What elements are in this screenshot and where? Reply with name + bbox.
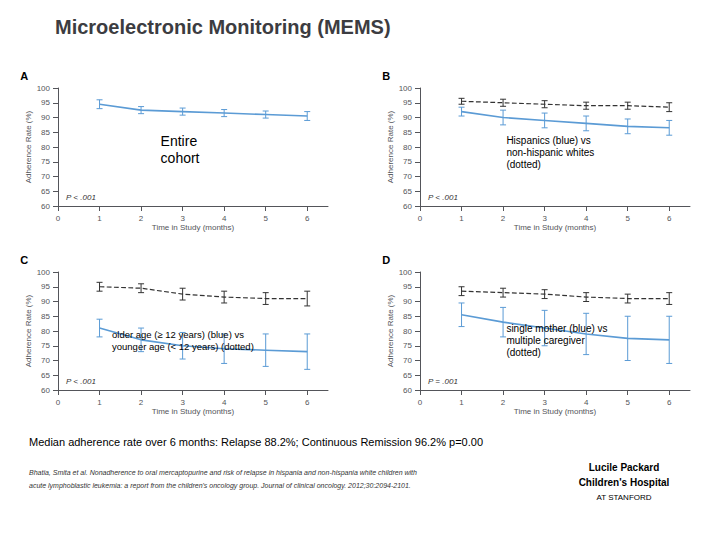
svg-text:5: 5 [625,214,630,223]
svg-text:75: 75 [41,157,50,166]
svg-text:85: 85 [403,128,412,137]
svg-text:Adherence Rate (%): Adherence Rate (%) [24,294,33,367]
svg-text:C: C [20,254,28,266]
svg-text:younger age (< 12 years) (dott: younger age (< 12 years) (dotted) [112,341,254,352]
svg-text:95: 95 [403,98,412,107]
svg-text:70: 70 [41,172,50,181]
svg-text:0: 0 [418,398,423,407]
svg-text:95: 95 [41,282,50,291]
svg-text:Time in Study (months): Time in Study (months) [514,407,597,416]
svg-text:Time in Study (months): Time in Study (months) [514,223,597,232]
svg-text:6: 6 [667,214,672,223]
svg-text:cohort: cohort [161,150,200,166]
svg-text:P = .001: P = .001 [428,377,458,386]
svg-text:100: 100 [37,268,51,277]
svg-text:(dotted): (dotted) [506,347,540,358]
svg-text:60: 60 [41,202,50,211]
svg-text:non-hispanic whites: non-hispanic whites [506,147,594,158]
svg-text:3: 3 [542,398,547,407]
svg-text:Median adherence rate over 6 m: Median adherence rate over 6 months: Rel… [29,436,483,448]
svg-text:Time in Study (months): Time in Study (months) [152,407,235,416]
svg-text:Lucile Packard: Lucile Packard [589,462,660,473]
svg-text:Adherence Rate (%): Adherence Rate (%) [386,294,395,367]
svg-text:80: 80 [403,143,412,152]
svg-text:6: 6 [305,398,310,407]
svg-text:2: 2 [501,214,506,223]
svg-text:60: 60 [403,202,412,211]
svg-text:Hispanics (blue) vs: Hispanics (blue) vs [506,135,590,146]
svg-text:70: 70 [403,172,412,181]
svg-text:Entire: Entire [161,133,198,149]
svg-text:older age (≥ 12 years) (blue): older age (≥ 12 years) (blue) vs [112,329,244,340]
svg-text:1: 1 [97,214,102,223]
svg-text:90: 90 [403,297,412,306]
svg-text:5: 5 [263,214,268,223]
svg-text:0: 0 [56,214,61,223]
svg-text:95: 95 [403,282,412,291]
svg-text:4: 4 [584,214,589,223]
svg-text:85: 85 [403,312,412,321]
svg-text:AT STANFORD: AT STANFORD [596,493,651,502]
svg-text:B: B [382,70,390,82]
svg-text:60: 60 [403,386,412,395]
svg-text:60: 60 [41,386,50,395]
svg-text:P < .001: P < .001 [66,193,96,202]
svg-text:P < .001: P < .001 [66,377,96,386]
svg-text:80: 80 [41,327,50,336]
svg-text:3: 3 [542,214,547,223]
svg-text:1: 1 [459,214,464,223]
svg-text:acute lymphoblastic leukemia:: acute lymphoblastic leukemia: a report f… [29,482,411,490]
svg-text:1: 1 [97,398,102,407]
svg-text:5: 5 [263,398,268,407]
svg-text:6: 6 [667,398,672,407]
svg-text:85: 85 [41,312,50,321]
svg-text:95: 95 [41,98,50,107]
svg-text:A: A [20,70,28,82]
svg-text:3: 3 [180,398,185,407]
svg-text:0: 0 [56,398,61,407]
svg-text:4: 4 [222,214,227,223]
svg-text:Bhatia, Smita et al. Nonadhere: Bhatia, Smita et al. Nonadherence to ora… [29,469,417,477]
svg-text:4: 4 [584,398,589,407]
svg-text:P < .001: P < .001 [428,193,458,202]
svg-text:multiple caregiver: multiple caregiver [506,335,585,346]
svg-text:65: 65 [41,371,50,380]
svg-text:4: 4 [222,398,227,407]
svg-text:80: 80 [403,327,412,336]
svg-text:90: 90 [403,113,412,122]
svg-text:65: 65 [41,187,50,196]
svg-text:1: 1 [459,398,464,407]
svg-text:80: 80 [41,143,50,152]
svg-text:65: 65 [403,371,412,380]
svg-text:90: 90 [41,113,50,122]
svg-text:Adherence Rate (%): Adherence Rate (%) [24,110,33,183]
svg-text:75: 75 [403,157,412,166]
svg-text:Time in Study (months): Time in Study (months) [152,223,235,232]
svg-text:2: 2 [501,398,506,407]
svg-text:70: 70 [403,356,412,365]
svg-text:(dotted): (dotted) [506,159,540,170]
svg-text:2: 2 [139,214,144,223]
svg-text:5: 5 [625,398,630,407]
svg-text:6: 6 [305,214,310,223]
svg-text:75: 75 [403,341,412,350]
svg-text:Microelectronic Monitoring (ME: Microelectronic Monitoring (MEMS) [55,16,391,38]
svg-text:100: 100 [399,84,413,93]
svg-text:90: 90 [41,297,50,306]
svg-text:100: 100 [37,84,51,93]
svg-text:70: 70 [41,356,50,365]
svg-text:85: 85 [41,128,50,137]
svg-text:Adherence Rate (%): Adherence Rate (%) [386,110,395,183]
svg-text:75: 75 [41,341,50,350]
svg-text:0: 0 [418,214,423,223]
svg-text:65: 65 [403,187,412,196]
svg-text:D: D [382,254,390,266]
svg-text:2: 2 [139,398,144,407]
svg-text:Children's Hospital: Children's Hospital [579,477,670,488]
svg-text:single mother (blue) vs: single mother (blue) vs [506,323,607,334]
svg-text:100: 100 [399,268,413,277]
svg-text:3: 3 [180,214,185,223]
